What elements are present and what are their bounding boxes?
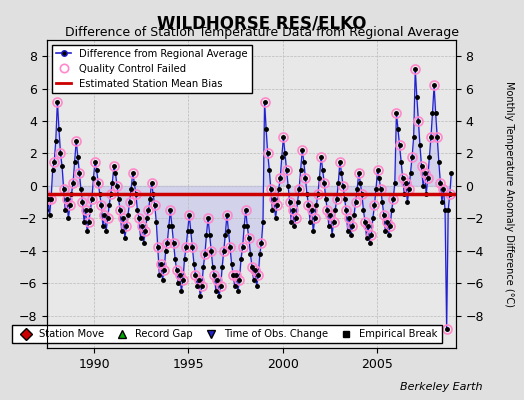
Text: WILDHORSE RES/ELKO: WILDHORSE RES/ELKO — [157, 14, 367, 32]
Legend: Station Move, Record Gap, Time of Obs. Change, Empirical Break: Station Move, Record Gap, Time of Obs. C… — [13, 325, 442, 343]
Text: Berkeley Earth: Berkeley Earth — [400, 382, 482, 392]
Y-axis label: Monthly Temperature Anomaly Difference (°C): Monthly Temperature Anomaly Difference (… — [504, 81, 514, 307]
Text: Difference of Station Temperature Data from Regional Average: Difference of Station Temperature Data f… — [65, 26, 459, 39]
